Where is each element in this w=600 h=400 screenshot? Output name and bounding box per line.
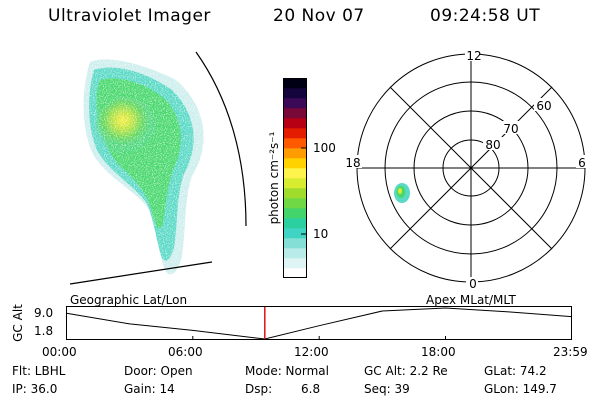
status-gain: Gain: 14 (124, 382, 175, 396)
colorbar-cell (283, 118, 307, 129)
status-gc-alt: GC Alt: 2.2 Re (364, 364, 448, 378)
altitude-curve (66, 307, 572, 340)
xtick-1200: 12:00 (294, 345, 329, 359)
status-dsp-label: Dsp: (245, 382, 273, 396)
lat-label-80: 80 (485, 138, 500, 152)
polar-aurora-spot (394, 183, 410, 203)
timeline-ytick-top: 9.0 (34, 306, 54, 320)
mlt-label-0: 0 (469, 277, 477, 290)
colorbar-cell (283, 168, 307, 179)
colorbar-cell (283, 258, 307, 269)
colorbar-cell (283, 108, 307, 119)
colorbar-cell (283, 238, 307, 249)
xtick-1800: 18:00 (421, 345, 456, 359)
colorbar-cell (283, 268, 307, 278)
timeline-ytick-bottom: 1.8 (34, 324, 54, 338)
status-ip: IP: 36.0 (12, 382, 58, 396)
colorbar-cell (283, 148, 307, 159)
polar-plot: 12 0 18 6 80 70 60 (344, 49, 590, 290)
geographic-label: Geographic Lat/Lon (70, 293, 188, 307)
mlt-label-12: 12 (466, 49, 481, 63)
apex-label: Apex MLat/MLT (426, 293, 516, 307)
colorbar-cell (283, 98, 307, 109)
instrument-title: Ultraviolet Imager (48, 6, 211, 26)
status-mode: Mode: Normal (245, 364, 329, 378)
mlt-label-6: 6 (578, 156, 586, 170)
status-glat: GLat: 74.2 (484, 364, 547, 378)
status-door: Door: Open (124, 364, 193, 378)
colorbar-cell (283, 208, 307, 219)
colorbar-tick-10: 10 (313, 227, 329, 241)
status-filter: Flt: LBHL (12, 364, 66, 378)
colorbar-label: photon cm⁻²s⁻¹ (267, 131, 281, 225)
observation-time: 09:24:58 UT (430, 6, 541, 26)
mlt-label-18: 18 (345, 156, 360, 170)
colorbar-cell (283, 218, 307, 229)
colorbar-cell (283, 198, 307, 209)
xtick-2359: 23:59 (553, 345, 588, 359)
terminator-line (69, 261, 213, 285)
colorbar-cell (283, 78, 307, 89)
colorbar-cell (283, 128, 307, 139)
colorbar-cell (283, 158, 307, 169)
colorbar-scale (283, 78, 307, 278)
colorbar-cell (283, 178, 307, 189)
lat-label-70: 70 (503, 122, 518, 136)
colorbar-cell (283, 188, 307, 199)
earth-limb-arc (195, 51, 247, 227)
colorbar (283, 78, 307, 278)
colorbar-cell (283, 248, 307, 259)
status-seq: Seq: 39 (364, 382, 410, 396)
observation-date: 20 Nov 07 (273, 6, 365, 26)
timeline-ylabel: GC Alt (11, 304, 25, 342)
status-glon: GLon: 149.7 (484, 382, 557, 396)
orbit-altitude-plot (66, 306, 572, 340)
xtick-0000: 00:00 (42, 345, 77, 359)
lat-label-60: 60 (536, 99, 551, 113)
aurora-emission (83, 59, 204, 275)
colorbar-cell (283, 138, 307, 149)
xtick-0600: 06:00 (168, 345, 203, 359)
colorbar-cell (283, 88, 307, 99)
auroral-image (69, 51, 247, 285)
colorbar-tick-100: 100 (313, 141, 336, 155)
colorbar-cell (283, 228, 307, 239)
status-dsp-value: 6.8 (301, 382, 321, 396)
